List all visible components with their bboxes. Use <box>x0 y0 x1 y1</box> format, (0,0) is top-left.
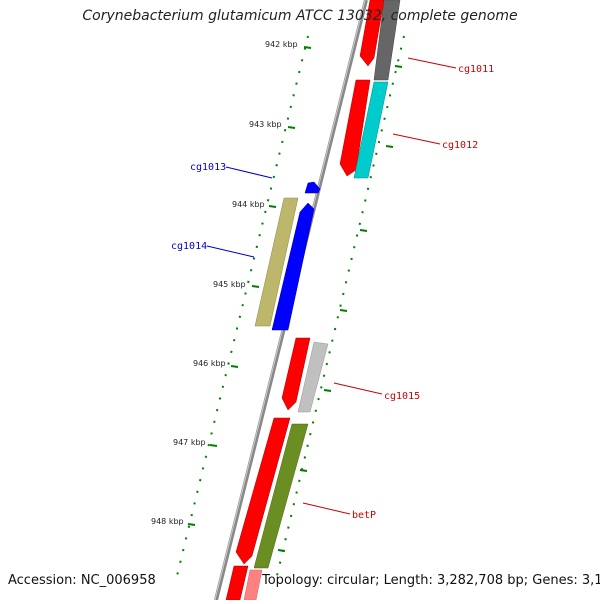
cog-track <box>243 0 401 601</box>
cds-cg1014[interactable] <box>271 202 315 331</box>
tick-mark <box>209 444 218 447</box>
tick-mark <box>359 229 368 232</box>
tick-label: 942 kbp <box>265 40 298 49</box>
gene-label-cg1015[interactable]: cg1015 <box>384 391 420 402</box>
tick-labels: 942 kbp 943 kbp 944 kbp 945 kbp 946 kbp … <box>151 40 298 526</box>
cog-cg1014[interactable] <box>254 197 299 327</box>
outer-tick-marks <box>277 65 403 552</box>
gene-label-cg1011[interactable]: cg1011 <box>458 64 494 75</box>
tick-mark <box>299 469 308 472</box>
label-line-cg1015 <box>333 382 383 395</box>
tick-label: 945 kbp <box>213 280 246 289</box>
tick-label: 948 kbp <box>151 517 184 526</box>
topology-text: Topology: circular; Length: 3,282,708 bp… <box>262 573 600 588</box>
forward-strand-features <box>225 0 385 601</box>
cog-cg1012[interactable] <box>353 81 389 179</box>
cog-next-gene[interactable] <box>243 569 263 601</box>
accession-text: Accession: NC_006958 <box>8 573 156 588</box>
tick-mark <box>187 523 196 526</box>
tick-mark <box>251 285 260 288</box>
outer-dotted-track <box>275 35 405 581</box>
cds-cg1015[interactable] <box>281 337 311 411</box>
tick-mark <box>303 46 312 49</box>
cog-cg1011[interactable] <box>373 0 401 81</box>
label-line-cg1011 <box>407 57 457 69</box>
label-line-cg1013 <box>225 166 273 179</box>
tick-mark <box>268 205 277 208</box>
gene-label-cg1014[interactable]: cg1014 <box>171 241 207 252</box>
label-line-cg1014 <box>206 245 255 258</box>
cds-betP[interactable] <box>235 417 291 565</box>
cog-cg1015[interactable] <box>297 341 329 413</box>
gene-label-betP[interactable]: betP <box>352 510 376 521</box>
gene-label-cg1013[interactable]: cg1013 <box>190 162 226 173</box>
cog-betP[interactable] <box>253 423 309 569</box>
gene-label-cg1012[interactable]: cg1012 <box>442 140 478 151</box>
cds-cg1011[interactable] <box>359 0 385 67</box>
tick-mark <box>277 549 286 552</box>
tick-label: 946 kbp <box>193 359 226 368</box>
tick-mark <box>394 65 403 68</box>
tick-label: 943 kbp <box>249 120 282 129</box>
cds-cg1012[interactable] <box>339 79 371 177</box>
gene-label-lines <box>206 57 457 515</box>
tick-mark <box>230 365 239 368</box>
gene-labels: cg1011 cg1012 cg1013 cg1014 cg1015 betP <box>171 64 494 521</box>
tick-label: 947 kbp <box>173 438 206 447</box>
tick-mark <box>339 309 348 312</box>
cds-next-gene[interactable] <box>225 565 249 601</box>
tick-mark <box>323 389 332 392</box>
reverse-strand-features <box>271 181 321 331</box>
label-line-betP <box>302 502 351 515</box>
cds-cg1013[interactable] <box>304 181 321 194</box>
label-line-cg1012 <box>392 133 441 145</box>
tick-mark <box>287 126 296 129</box>
tick-label: 944 kbp <box>232 200 265 209</box>
tick-mark <box>385 145 394 148</box>
map-title: Corynebacterium glutamicum ATCC 13032, c… <box>82 8 518 24</box>
inner-tick-marks <box>187 46 312 526</box>
